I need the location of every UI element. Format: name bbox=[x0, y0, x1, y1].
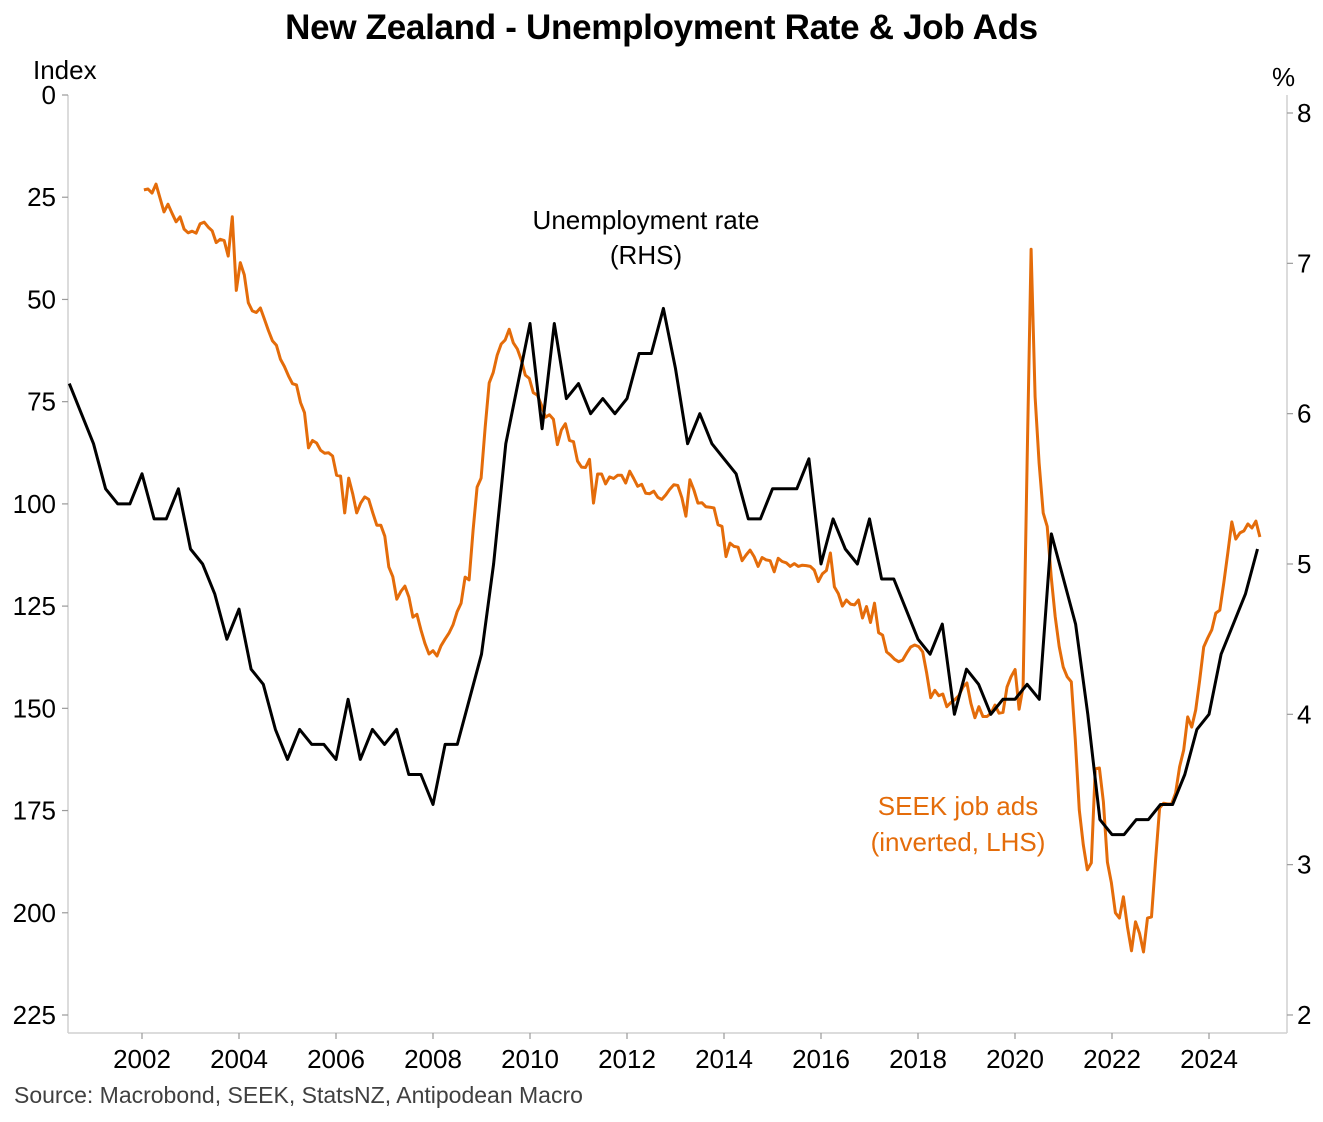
x-tick-label: 2018 bbox=[889, 1044, 947, 1074]
left-tick-label: 150 bbox=[13, 693, 56, 723]
seek-annotation-line1: SEEK job ads bbox=[878, 791, 1038, 821]
x-tick-label: 2006 bbox=[307, 1044, 365, 1074]
left-tick-label: 200 bbox=[13, 898, 56, 928]
unemployment-annotation-line1: Unemployment rate bbox=[533, 205, 760, 235]
right-tick-label: 7 bbox=[1297, 248, 1311, 278]
x-tick-label: 2020 bbox=[986, 1044, 1044, 1074]
left-axis-ticks: 0 25 50 75 100 125 150 175 200 225 bbox=[13, 80, 68, 1030]
unemployment-rate-line bbox=[67, 306, 1259, 837]
left-tick-label: 0 bbox=[42, 80, 56, 110]
left-tick-label: 125 bbox=[13, 591, 56, 621]
x-tick-label: 2008 bbox=[404, 1044, 462, 1074]
x-tick-label: 2016 bbox=[792, 1044, 850, 1074]
right-tick-label: 6 bbox=[1297, 399, 1311, 429]
x-axis-ticks: 2002 2004 2006 2008 2010 2012 2014 2016 2018 2020… bbox=[113, 1033, 1238, 1074]
left-tick-label: 175 bbox=[13, 796, 56, 826]
left-tick-label: 25 bbox=[27, 182, 56, 212]
x-tick-label: 2022 bbox=[1083, 1044, 1141, 1074]
chart-title: New Zealand - Unemployment Rate & Job Ad… bbox=[285, 8, 1038, 47]
left-tick-label: 75 bbox=[27, 387, 56, 417]
right-tick-label: 4 bbox=[1297, 699, 1311, 729]
right-tick-label: 3 bbox=[1297, 850, 1311, 880]
left-axis-title: Index bbox=[33, 55, 97, 85]
left-tick-label: 50 bbox=[27, 284, 56, 314]
seek-annotation-line2: (inverted, LHS) bbox=[871, 827, 1046, 857]
left-tick-label: 100 bbox=[13, 489, 56, 519]
right-tick-label: 2 bbox=[1297, 1000, 1311, 1030]
x-tick-label: 2024 bbox=[1180, 1044, 1238, 1074]
right-axis-ticks: 2 3 4 5 6 7 8 bbox=[1287, 98, 1311, 1030]
x-tick-label: 2012 bbox=[598, 1044, 656, 1074]
right-tick-label: 5 bbox=[1297, 549, 1311, 579]
left-tick-label: 225 bbox=[13, 1000, 56, 1030]
x-tick-label: 2004 bbox=[210, 1044, 268, 1074]
x-tick-label: 2014 bbox=[695, 1044, 753, 1074]
unemployment-annotation-line2: (RHS) bbox=[610, 240, 682, 270]
axes bbox=[67, 95, 1288, 1034]
x-tick-label: 2002 bbox=[113, 1044, 171, 1074]
x-tick-label: 2010 bbox=[501, 1044, 559, 1074]
right-tick-label: 8 bbox=[1297, 98, 1311, 128]
source-note: Source: Macrobond, SEEK, StatsNZ, Antipo… bbox=[14, 1082, 583, 1108]
right-axis-title: % bbox=[1272, 62, 1295, 92]
seek-job-ads-line bbox=[143, 182, 1262, 954]
